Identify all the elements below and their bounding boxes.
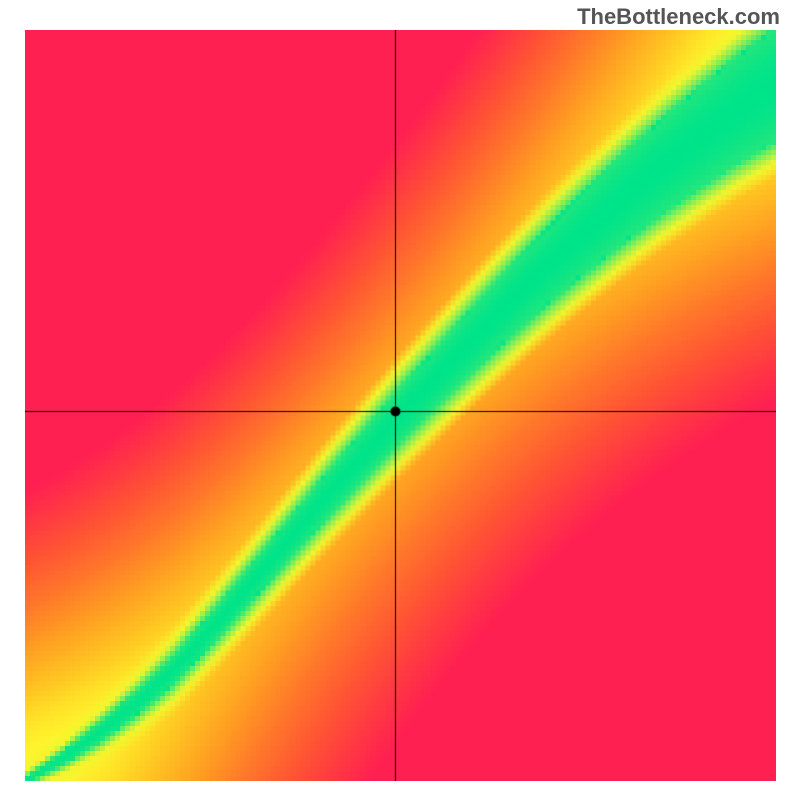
watermark-text: TheBottleneck.com xyxy=(577,4,780,30)
crosshair-overlay xyxy=(25,30,776,781)
